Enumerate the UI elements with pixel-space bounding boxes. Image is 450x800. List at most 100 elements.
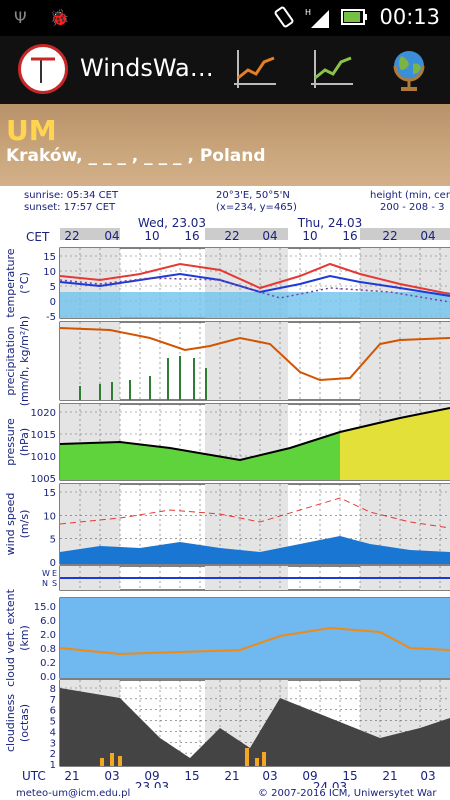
bottom-date-label: 24.03 bbox=[313, 780, 347, 788]
notification-icons: Ψ 🐞 bbox=[14, 8, 88, 27]
panel-unit: (km) bbox=[18, 625, 31, 651]
bottom-hour-label: 09 bbox=[144, 769, 159, 783]
model-header: UM Kraków, _ _ _ , _ _ _ , Poland bbox=[0, 104, 450, 186]
precip-line bbox=[59, 327, 450, 382]
rotation-icon bbox=[274, 6, 294, 28]
tick-label: 1020 bbox=[31, 408, 56, 419]
tick-label: 8 bbox=[50, 684, 56, 695]
signal-icon: H bbox=[305, 8, 330, 28]
cloudiness-bar bbox=[110, 753, 114, 766]
app-logo[interactable] bbox=[18, 44, 68, 94]
height-values: 200 - 208 - 3 bbox=[380, 202, 445, 213]
temperature-line bbox=[59, 262, 450, 295]
tick-label: 5 bbox=[50, 717, 56, 728]
wind-speed-fill bbox=[60, 536, 450, 564]
globe-button[interactable] bbox=[385, 44, 437, 96]
tick-label: 2 bbox=[50, 749, 56, 760]
night-shade bbox=[205, 322, 288, 400]
coordinates-text: 20°3'E, 50°5'N bbox=[216, 190, 290, 201]
bottom-hour-label: 03 bbox=[262, 769, 277, 783]
app-title: WindsWa… bbox=[80, 54, 214, 82]
tick-label: 7 bbox=[50, 695, 56, 706]
globe-icon bbox=[393, 51, 425, 91]
height-label: height (min, cen bbox=[370, 190, 450, 201]
top-hour-label: 10 bbox=[144, 229, 159, 243]
sunrise-text: sunrise: 05:34 CET bbox=[24, 190, 119, 201]
chart-green-icon bbox=[311, 50, 353, 88]
cloud-sky-fill bbox=[60, 598, 450, 678]
night-band-top bbox=[205, 228, 288, 240]
bottom-date-label: 23.03 bbox=[135, 780, 169, 788]
panel-label: wind speed bbox=[4, 493, 17, 556]
tick-label: 15 bbox=[43, 488, 56, 499]
panel-unit: (mm/h, kg/m²/h) bbox=[18, 316, 31, 407]
top-hour-label: 16 bbox=[184, 229, 199, 243]
compass-label: S bbox=[52, 579, 57, 588]
tick-label: 0.0 bbox=[40, 672, 56, 683]
tick-label: 1015 bbox=[31, 430, 56, 441]
chart-orange-button[interactable] bbox=[228, 44, 280, 96]
top-day-label: Thu, 24.03 bbox=[297, 218, 363, 230]
bottom-hour-label: 21 bbox=[382, 769, 397, 783]
night-band-top bbox=[60, 228, 120, 240]
freezing-level-line bbox=[59, 626, 450, 656]
tick-label: 4 bbox=[50, 727, 56, 738]
bottom-hour-label: 03 bbox=[104, 769, 119, 783]
tz-top-label: CET bbox=[26, 230, 50, 244]
top-hour-label: 04 bbox=[104, 229, 119, 243]
panel-label: precipitation bbox=[4, 326, 17, 395]
footer: meteo-um@icm.edu.pl © 2007-2016 ICM, Uni… bbox=[0, 788, 450, 800]
forecast-meta: sunrise: 05:34 CET sunset: 17:57 CET 20°… bbox=[0, 188, 450, 218]
top-day-label: Wed, 23.03 bbox=[138, 218, 206, 230]
top-hour-label: 10 bbox=[302, 229, 317, 243]
top-hour-label: 04 bbox=[420, 229, 435, 243]
top-hour-label: 04 bbox=[262, 229, 277, 243]
panel-unit: (°C) bbox=[18, 272, 31, 294]
chart-green-button[interactable] bbox=[305, 44, 357, 96]
tick-label: 2.0 bbox=[40, 630, 56, 641]
night-shade bbox=[360, 322, 450, 400]
svg-text:H: H bbox=[305, 8, 311, 17]
night-band-top bbox=[360, 228, 450, 240]
tick-label: -5 bbox=[46, 312, 56, 323]
tick-label: 0.2 bbox=[40, 658, 56, 669]
panel-unit: (hPa) bbox=[18, 428, 31, 456]
panel-unit: (m/s) bbox=[18, 510, 31, 539]
cloudiness-bar bbox=[245, 748, 249, 766]
wind-gust-line bbox=[59, 497, 450, 529]
status-bar: Ψ 🐞 H 00:13 bbox=[0, 0, 450, 36]
bottom-hour-label: 15 bbox=[184, 769, 199, 783]
pressure-line bbox=[59, 407, 450, 462]
panel-unit: (octas) bbox=[18, 704, 31, 742]
tick-label: 10 bbox=[43, 267, 56, 278]
sunset-text: sunset: 17:57 CET bbox=[24, 202, 116, 213]
windchill-line bbox=[59, 277, 450, 303]
night-shade bbox=[60, 322, 120, 400]
tick-label: 3 bbox=[50, 738, 56, 749]
bottom-hour-label: 21 bbox=[224, 769, 239, 783]
tick-label: 5 bbox=[50, 282, 56, 293]
cloudiness-bar bbox=[118, 756, 122, 766]
tick-label: 6.0 bbox=[40, 616, 56, 627]
compass-label: E bbox=[52, 569, 57, 578]
footer-email[interactable]: meteo-um@icm.edu.pl bbox=[16, 788, 131, 799]
tz-bottom-label: UTC bbox=[22, 769, 46, 783]
top-hour-label: 22 bbox=[382, 229, 397, 243]
grid-point-text: (x=234, y=465) bbox=[216, 202, 297, 213]
panel-label: temperature bbox=[4, 248, 17, 317]
cloudiness-bar bbox=[262, 752, 266, 766]
location-name: Kraków, _ _ _ , _ _ _ , Poland bbox=[6, 146, 266, 166]
tick-label: 1010 bbox=[31, 452, 56, 463]
top-hour-label: 16 bbox=[342, 229, 357, 243]
top-hour-label: 22 bbox=[224, 229, 239, 243]
clock: 00:13 bbox=[379, 5, 440, 29]
compass-label: W bbox=[42, 569, 50, 578]
bottom-hour-label: 21 bbox=[64, 769, 79, 783]
panel-label: pressure bbox=[4, 418, 17, 466]
tick-label: 0.8 bbox=[40, 644, 56, 655]
tick-label: 6 bbox=[50, 706, 56, 717]
tick-label: 1005 bbox=[31, 474, 56, 485]
tick-label: 0 bbox=[50, 558, 56, 569]
bottom-hour-label: 15 bbox=[342, 769, 357, 783]
